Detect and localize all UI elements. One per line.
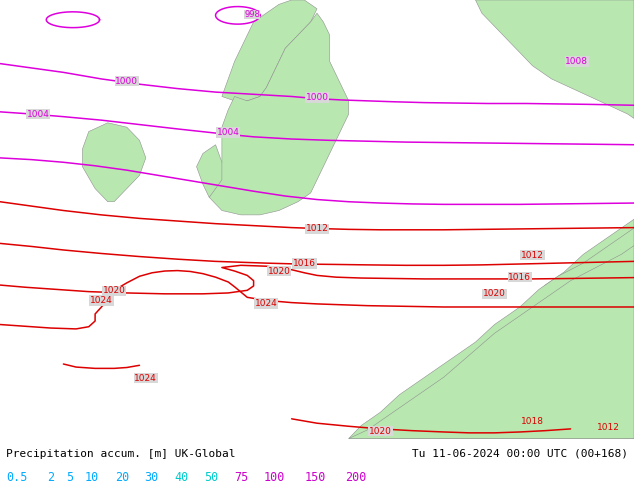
Text: 2: 2: [47, 471, 54, 484]
Text: Tu 11-06-2024 00:00 UTC (00+168): Tu 11-06-2024 00:00 UTC (00+168): [411, 449, 628, 459]
Text: 100: 100: [264, 471, 285, 484]
Text: 1024: 1024: [90, 296, 113, 305]
Text: 1020: 1020: [103, 286, 126, 295]
Text: 1020: 1020: [483, 289, 506, 298]
Text: 1020: 1020: [268, 267, 290, 275]
Text: 1016: 1016: [508, 272, 531, 282]
Text: 150: 150: [304, 471, 326, 484]
Polygon shape: [476, 0, 634, 119]
Text: 50: 50: [204, 471, 218, 484]
Text: 1012: 1012: [306, 224, 328, 233]
Polygon shape: [209, 13, 349, 215]
Text: Precipitation accum. [m] UK-Global: Precipitation accum. [m] UK-Global: [6, 449, 236, 459]
Text: 1020: 1020: [369, 427, 392, 436]
Polygon shape: [349, 245, 634, 439]
Text: 1000: 1000: [115, 76, 138, 86]
Text: 1024: 1024: [255, 299, 278, 308]
Text: 30: 30: [145, 471, 158, 484]
Text: 5: 5: [66, 471, 73, 484]
Text: 200: 200: [345, 471, 366, 484]
Text: 0.5: 0.5: [6, 471, 28, 484]
Text: 1012: 1012: [521, 251, 544, 260]
Polygon shape: [222, 0, 317, 101]
Polygon shape: [82, 123, 146, 202]
Text: 1004: 1004: [27, 110, 49, 119]
Polygon shape: [349, 228, 634, 439]
Text: 998: 998: [244, 10, 260, 19]
Polygon shape: [197, 145, 222, 197]
Text: 10: 10: [85, 471, 99, 484]
Text: 1016: 1016: [293, 259, 316, 268]
Polygon shape: [380, 220, 634, 439]
Text: 1012: 1012: [597, 423, 620, 432]
Text: 20: 20: [115, 471, 129, 484]
Text: 1004: 1004: [217, 128, 240, 137]
Text: 75: 75: [234, 471, 248, 484]
Text: 1024: 1024: [134, 373, 157, 383]
Text: 1018: 1018: [521, 416, 544, 425]
Text: 40: 40: [174, 471, 188, 484]
Text: 1008: 1008: [566, 57, 588, 66]
Text: 1000: 1000: [306, 93, 328, 102]
